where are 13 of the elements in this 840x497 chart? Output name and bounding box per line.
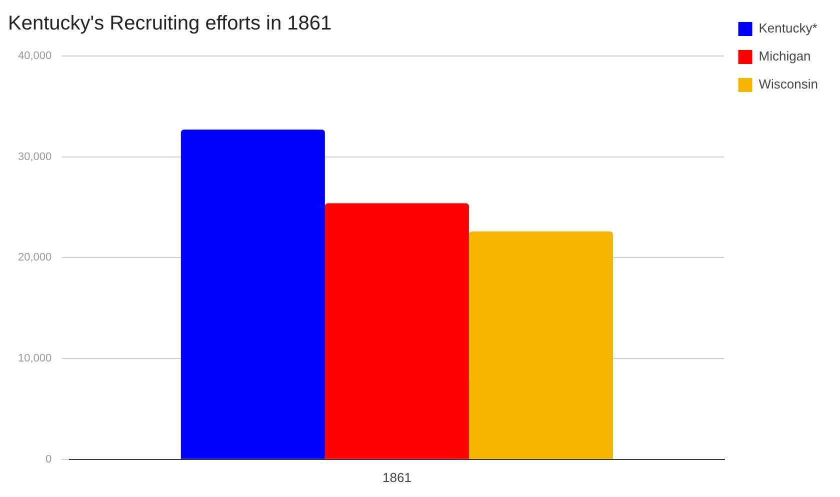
x-tick-label: 1861	[382, 470, 412, 485]
y-tick-label: 0	[46, 453, 52, 466]
y-tick-label: 10,000	[18, 352, 52, 365]
bar	[324, 203, 469, 459]
chart-title: Kentucky's Recruiting efforts in 1861	[8, 12, 332, 35]
legend-label: Wisconsin	[758, 76, 818, 92]
legend-label: Kentucky*	[758, 20, 818, 36]
bar	[468, 231, 613, 459]
y-tick-label: 30,000	[18, 150, 52, 163]
y-tick-label: 40,000	[18, 50, 52, 62]
y-tick-label: 20,000	[18, 252, 52, 264]
bar	[180, 130, 325, 459]
legend-label: Michigan	[758, 48, 811, 64]
